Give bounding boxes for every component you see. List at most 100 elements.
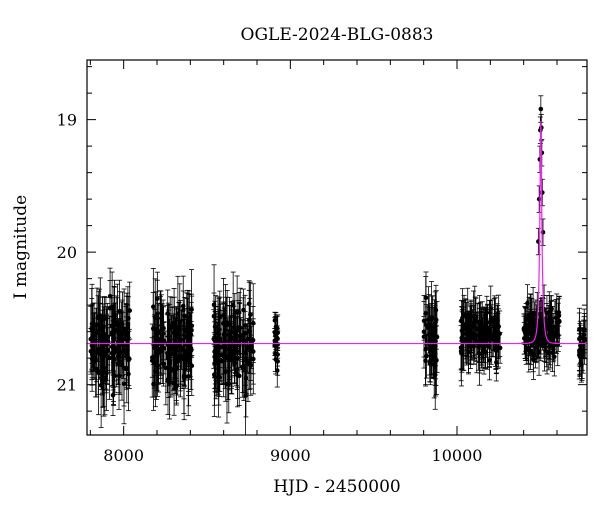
data-point bbox=[522, 327, 528, 333]
data-point bbox=[555, 333, 561, 338]
data-point bbox=[481, 327, 486, 332]
data-point bbox=[536, 196, 542, 202]
data-point bbox=[551, 343, 557, 348]
data-point bbox=[582, 336, 587, 342]
data-point bbox=[151, 381, 156, 387]
data-point bbox=[112, 349, 117, 355]
data-point bbox=[173, 359, 179, 365]
data-point bbox=[110, 392, 116, 398]
data-point bbox=[481, 346, 487, 351]
data-point bbox=[167, 380, 172, 385]
data-point bbox=[538, 341, 544, 346]
data-point bbox=[550, 335, 556, 340]
data-point bbox=[581, 327, 587, 332]
data-point bbox=[124, 329, 130, 335]
data-point bbox=[530, 310, 536, 316]
data-point bbox=[245, 358, 251, 364]
data-point bbox=[432, 335, 437, 340]
x-tick-label: 8000 bbox=[103, 446, 144, 465]
data-point bbox=[229, 349, 235, 355]
x-axis: 8000 9000 10000 bbox=[89, 60, 558, 465]
data-point bbox=[536, 336, 541, 341]
data-point bbox=[176, 355, 182, 361]
data-point bbox=[483, 349, 488, 355]
data-point bbox=[174, 366, 179, 371]
data-point bbox=[181, 307, 186, 313]
y-tick-label: 21 bbox=[57, 376, 77, 395]
data-point bbox=[109, 332, 114, 337]
data-point bbox=[187, 336, 193, 341]
data-point bbox=[432, 329, 438, 335]
data-point bbox=[272, 343, 278, 348]
data-point bbox=[97, 324, 103, 330]
data-point bbox=[183, 334, 189, 339]
data-point bbox=[171, 380, 177, 386]
data-point bbox=[100, 333, 105, 338]
data-point bbox=[479, 342, 485, 347]
data-point bbox=[246, 301, 252, 307]
data-point bbox=[152, 345, 158, 351]
data-point bbox=[99, 346, 104, 352]
data-point bbox=[237, 325, 243, 331]
plot-frame bbox=[86, 59, 588, 436]
data-point bbox=[423, 295, 429, 301]
data-point bbox=[96, 328, 102, 333]
data-point bbox=[523, 323, 529, 329]
y-tick-label: 20 bbox=[57, 243, 77, 262]
data-point bbox=[230, 302, 236, 308]
data-point bbox=[104, 338, 109, 344]
data-point bbox=[117, 308, 122, 314]
y-tick-label: 19 bbox=[57, 111, 77, 130]
data-point bbox=[175, 325, 181, 331]
data-point bbox=[174, 383, 179, 389]
data-point bbox=[104, 371, 109, 376]
data-point bbox=[107, 305, 113, 311]
data-point bbox=[463, 322, 468, 327]
data-point bbox=[165, 355, 170, 361]
data-point bbox=[526, 345, 532, 351]
data-point bbox=[421, 318, 427, 324]
data-point bbox=[112, 344, 118, 350]
data-point bbox=[166, 347, 172, 353]
data-point bbox=[241, 307, 246, 313]
plot-area bbox=[86, 59, 588, 436]
data-point bbox=[124, 350, 130, 356]
data-point bbox=[223, 369, 229, 374]
data-point bbox=[487, 357, 492, 363]
data-point bbox=[217, 352, 223, 358]
data-point bbox=[250, 337, 256, 343]
data-point bbox=[477, 351, 482, 357]
data-point bbox=[238, 335, 244, 340]
data-point bbox=[115, 361, 121, 367]
data-point bbox=[95, 347, 101, 352]
data-point bbox=[124, 333, 129, 338]
data-point bbox=[249, 344, 254, 350]
data-point bbox=[243, 393, 248, 399]
data-point bbox=[551, 331, 556, 336]
data-point bbox=[523, 317, 529, 322]
data-point bbox=[158, 349, 164, 355]
data-point bbox=[537, 324, 543, 330]
data-point bbox=[103, 366, 109, 371]
data-point bbox=[89, 321, 95, 327]
data-point bbox=[169, 323, 175, 328]
data-point bbox=[123, 337, 129, 342]
data-point bbox=[166, 343, 171, 348]
data-point bbox=[421, 329, 427, 335]
data-point bbox=[547, 317, 553, 323]
data-point bbox=[247, 317, 252, 323]
data-point bbox=[224, 320, 230, 325]
data-point bbox=[213, 357, 218, 363]
x-tick-label: 9000 bbox=[270, 446, 311, 465]
data-point bbox=[426, 332, 432, 338]
data-point bbox=[232, 360, 237, 366]
data-point bbox=[180, 303, 186, 309]
data-point bbox=[155, 331, 160, 337]
data-point bbox=[250, 320, 256, 326]
data-point bbox=[165, 311, 171, 316]
data-point bbox=[242, 323, 248, 328]
data-point bbox=[96, 370, 101, 375]
data-point bbox=[552, 354, 557, 360]
data-point bbox=[273, 351, 278, 357]
data-point bbox=[494, 345, 499, 350]
